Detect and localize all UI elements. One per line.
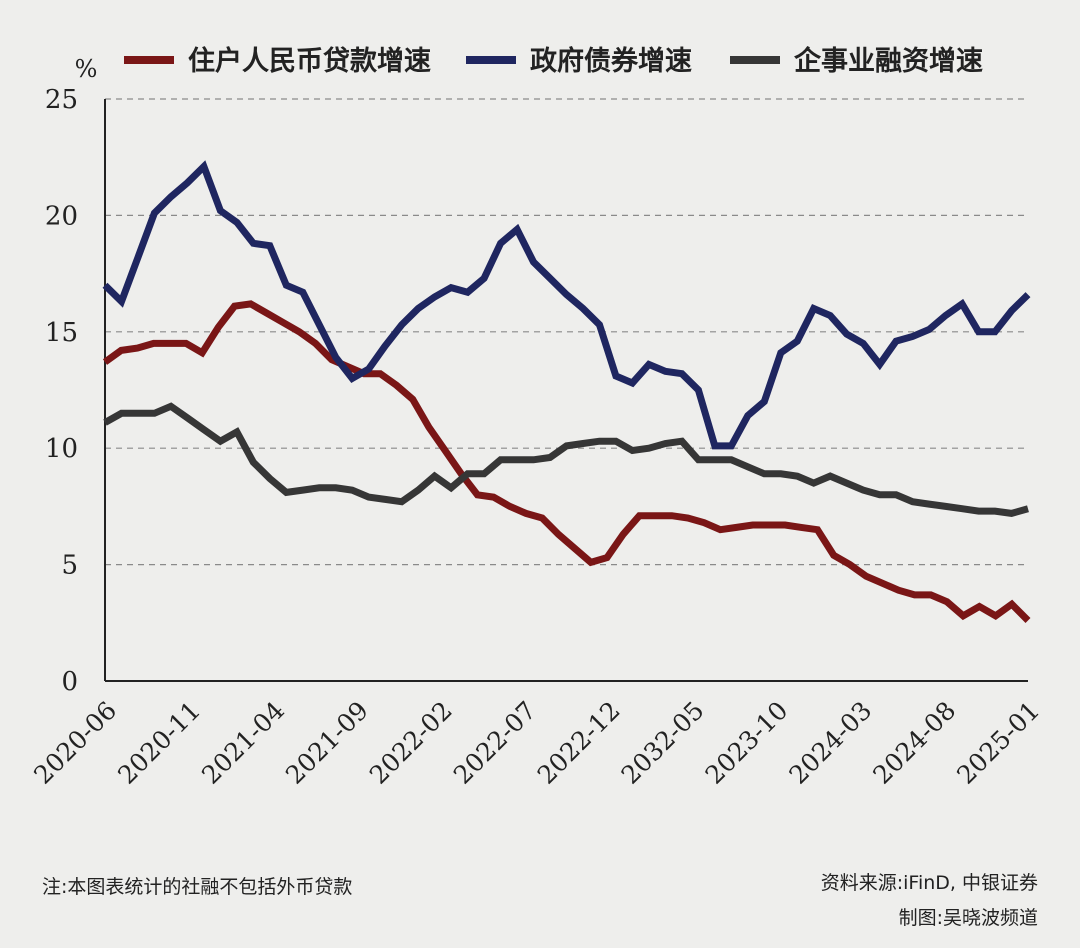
x-tick-label: 2021-04 [196, 696, 290, 790]
y-tick-label: 5 [61, 551, 78, 581]
x-tick-label: 2022-12 [532, 696, 626, 790]
x-tick-label: 2020-06 [28, 696, 122, 790]
x-tick-label: 2032-05 [616, 696, 710, 790]
x-tick-label: 2020-11 [112, 696, 206, 790]
footnote-credit: 制图:吴晓波频道 [898, 907, 1038, 929]
legend-label-1: 住户人民币贷款增速 [188, 45, 431, 77]
series-line-3 [103, 402, 1029, 517]
legend-label-2: 政府债券增速 [530, 45, 692, 77]
x-tick-label: 2022-02 [364, 696, 458, 790]
x-tick-label: 2023-10 [700, 696, 794, 790]
y-tick-label: 25 [45, 85, 78, 115]
series-line-2 [102, 160, 1031, 450]
line-chart: 0510152025%2020-062020-112021-042021-092… [28, 45, 1045, 790]
y-tick-label: 15 [45, 318, 78, 348]
legend-label-3: 企事业融资增速 [794, 45, 983, 77]
x-tick-label: 2022-07 [448, 696, 542, 790]
y-tick-label: 20 [45, 201, 78, 231]
y-tick-label: 0 [61, 667, 78, 697]
footnote-scope: 注:本图表统计的社融不包括外币贷款 [42, 876, 353, 898]
y-tick-label: 10 [45, 434, 78, 464]
y-axis-unit: % [75, 55, 98, 83]
footnote-source: 资料来源:iFinD, 中银证券 [820, 872, 1038, 894]
x-tick-label: 2025-01 [951, 696, 1045, 790]
x-tick-label: 2024-03 [783, 696, 877, 790]
series-line-1 [102, 300, 1031, 623]
x-tick-label: 2021-09 [280, 696, 374, 790]
x-tick-label: 2024-08 [867, 696, 961, 790]
